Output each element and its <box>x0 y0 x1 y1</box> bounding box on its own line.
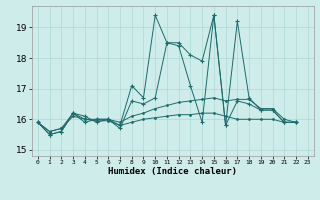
X-axis label: Humidex (Indice chaleur): Humidex (Indice chaleur) <box>108 167 237 176</box>
